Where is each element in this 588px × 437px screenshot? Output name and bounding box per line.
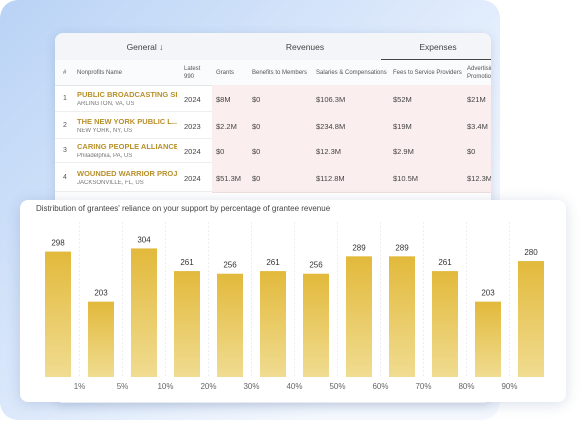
column-header: Benefits to Members bbox=[252, 70, 308, 76]
row-number: 1 bbox=[63, 94, 67, 102]
x-tick-label: 20% bbox=[200, 382, 216, 391]
nonprofit-location: Philadelphia, PA, US bbox=[77, 153, 133, 159]
bar-label: 256 bbox=[309, 261, 323, 270]
x-tick-label: 10% bbox=[157, 382, 173, 391]
bar bbox=[432, 271, 458, 377]
table-value: $0 bbox=[252, 173, 261, 183]
bar-label: 261 bbox=[180, 258, 194, 267]
x-tick-label: 5% bbox=[117, 382, 129, 391]
bar bbox=[88, 301, 114, 377]
nonprofit-location: JACKSONVILLE, FL, US bbox=[77, 179, 144, 186]
column-header: Grants bbox=[216, 70, 235, 76]
table-value: $51.3M bbox=[216, 173, 242, 183]
chart: Distribution of grantees' reliance on yo… bbox=[36, 204, 544, 391]
table-value: 2024 bbox=[184, 94, 201, 104]
bar bbox=[260, 271, 286, 377]
column-header: Fees to Service Providers bbox=[393, 70, 462, 76]
column-header: Latest 990 bbox=[184, 66, 201, 80]
nonprofit-name: CARING PEOPLE ALLIANCE bbox=[77, 142, 177, 151]
x-tick-label: 40% bbox=[286, 382, 302, 391]
nonprofit-location: ARLINGTON, VA, US bbox=[77, 100, 135, 107]
table-value: $21M bbox=[467, 94, 486, 104]
table-value: $8M bbox=[216, 94, 231, 104]
table-value: $2.9M bbox=[393, 147, 414, 156]
bar bbox=[217, 273, 243, 377]
row-pink bbox=[212, 163, 491, 193]
bar-label: 261 bbox=[438, 258, 452, 267]
column-header: Salaries & Compensations bbox=[316, 70, 387, 76]
x-tick-label: 50% bbox=[329, 382, 345, 391]
x-tick-label: 90% bbox=[501, 382, 517, 391]
table-value: $0 bbox=[252, 121, 261, 131]
group-header: Revenues bbox=[285, 42, 325, 52]
table-value: $10.5M bbox=[393, 173, 419, 183]
table-value: $19M bbox=[393, 121, 412, 131]
x-tick-label: 70% bbox=[415, 382, 431, 391]
row-line bbox=[55, 111, 212, 112]
table-value: $234.8M bbox=[316, 121, 346, 131]
row-line bbox=[55, 162, 212, 163]
bar bbox=[389, 256, 415, 377]
table-value: $112.8M bbox=[316, 173, 345, 183]
nonprofit-name: PUBLIC BROADCASTING SE... bbox=[77, 89, 177, 99]
table-value: 2024 bbox=[184, 173, 201, 183]
column-header: Nonprofits Name bbox=[77, 70, 123, 76]
table-value: $0 bbox=[252, 147, 261, 156]
row-number: 3 bbox=[63, 147, 67, 154]
group-header: General ↓ bbox=[126, 42, 164, 52]
bar-label: 289 bbox=[395, 243, 409, 252]
group-header: Expenses bbox=[419, 42, 457, 52]
x-tick-label: 60% bbox=[372, 382, 388, 391]
row-line bbox=[55, 191, 212, 192]
table-value: $3.4M bbox=[467, 121, 488, 131]
row-line bbox=[55, 138, 212, 139]
bar-label: 289 bbox=[352, 243, 366, 252]
x-tick-label: 80% bbox=[458, 382, 474, 391]
table-value: $2.2M bbox=[216, 121, 237, 131]
table-value: $12.3M bbox=[467, 173, 491, 183]
row-number: 4 bbox=[63, 173, 67, 181]
x-tick-label: 1% bbox=[74, 382, 86, 391]
bar bbox=[45, 251, 71, 377]
chart-title: Distribution of grantees' reliance on yo… bbox=[36, 204, 331, 213]
table-value: 2024 bbox=[184, 147, 201, 156]
chart-card: Distribution of grantees' reliance on yo… bbox=[20, 200, 566, 402]
table-value: $0 bbox=[216, 147, 225, 156]
bar bbox=[518, 261, 544, 377]
table-value: $106.3M bbox=[316, 94, 346, 104]
bar bbox=[346, 256, 372, 377]
bar-label: 261 bbox=[266, 258, 280, 267]
bar bbox=[303, 273, 329, 377]
bar-label: 203 bbox=[481, 289, 495, 298]
row-number: 2 bbox=[63, 121, 67, 129]
bar-label: 203 bbox=[94, 289, 108, 298]
table-value: $0 bbox=[467, 147, 476, 156]
table-value: $52M bbox=[393, 94, 412, 104]
column-header: # bbox=[63, 70, 67, 76]
nonprofit-name: THE NEW YORK PUBLIC L... bbox=[77, 116, 177, 126]
bar-label: 280 bbox=[524, 248, 538, 257]
column-header: Advertising Promotion bbox=[467, 66, 491, 80]
x-tick-label: 30% bbox=[243, 382, 259, 391]
bar-label: 298 bbox=[51, 239, 65, 248]
table-value: $0 bbox=[252, 94, 261, 104]
bar bbox=[174, 271, 200, 377]
table-value: 2023 bbox=[184, 121, 201, 131]
bar bbox=[131, 248, 157, 377]
group-header-bg bbox=[55, 33, 491, 61]
bar-label: 256 bbox=[223, 261, 237, 270]
nonprofit-name: WOUNDED WARRIOR PROJE... bbox=[77, 168, 177, 178]
nonprofit-location: NEW YORK, NY, US bbox=[77, 127, 133, 134]
bar-label: 304 bbox=[137, 235, 151, 244]
bar bbox=[475, 301, 501, 377]
table-value: $12.3M bbox=[316, 147, 342, 156]
